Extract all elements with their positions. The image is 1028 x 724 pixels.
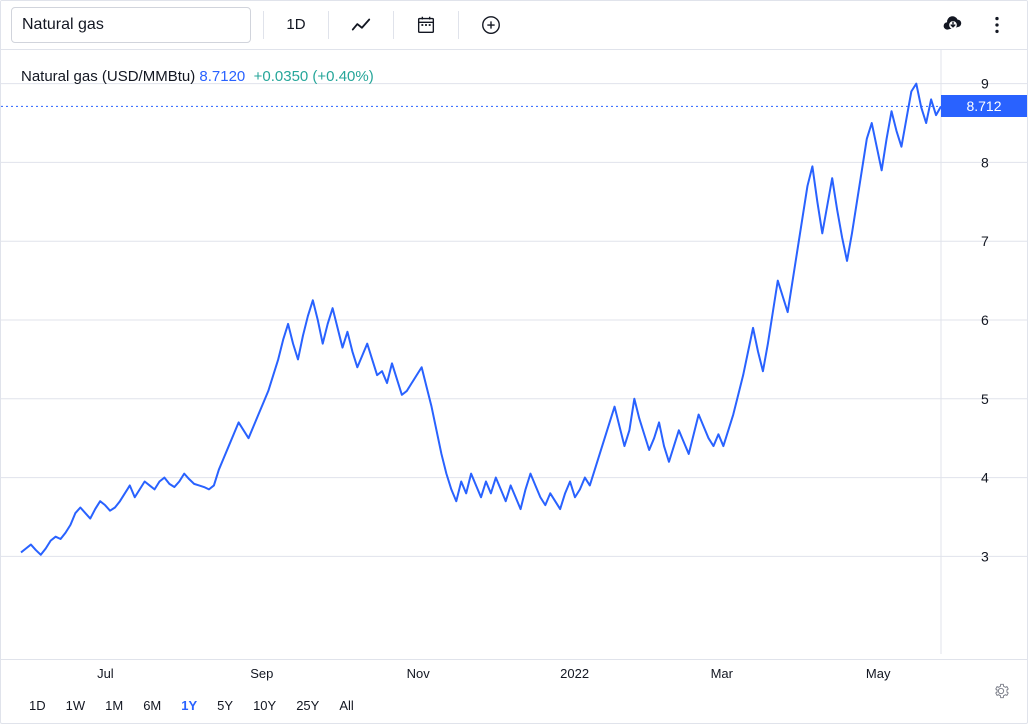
y-tick-label: 7 [981, 233, 989, 249]
range-all[interactable]: All [331, 694, 361, 717]
interval-button[interactable]: 1D [276, 7, 316, 43]
interval-label: 1D [286, 16, 305, 33]
line-chart-icon [350, 14, 372, 36]
y-tick-label: 9 [981, 76, 989, 92]
chart-style-button[interactable] [341, 7, 381, 43]
x-tick-label: Nov [407, 666, 430, 681]
range-6m[interactable]: 6M [135, 694, 169, 717]
dots-vertical-icon [986, 14, 1008, 36]
x-tick-label: 2022 [560, 666, 589, 681]
chart-widget: 1D Natural gas (USD/MMBtu) 8.7120 +0.035… [0, 0, 1028, 724]
y-tick-label: 6 [981, 312, 989, 328]
legend-instrument: Natural gas (USD/MMBtu) [21, 68, 195, 85]
date-range-button[interactable] [406, 7, 446, 43]
x-axis-ticks: Jul Sep Nov 2022 Mar May [21, 666, 1007, 690]
plus-circle-icon [480, 14, 502, 36]
footer: Jul Sep Nov 2022 Mar May 1D1W1M6M1Y5Y10Y25YAl… [1, 659, 1027, 723]
range-1w[interactable]: 1W [58, 694, 94, 717]
range-1m[interactable]: 1M [97, 694, 131, 717]
range-25y[interactable]: 25Y [288, 694, 327, 717]
settings-button[interactable] [987, 677, 1015, 705]
range-10y[interactable]: 10Y [245, 694, 284, 717]
chart-body[interactable]: Natural gas (USD/MMBtu) 8.7120 +0.0350 (… [1, 50, 1027, 659]
separator [458, 11, 459, 39]
range-1y[interactable]: 1Y [173, 694, 205, 717]
price-line [21, 84, 941, 555]
range-1d[interactable]: 1D [21, 694, 54, 717]
x-tick-label: Jul [97, 666, 114, 681]
y-tick-label: 4 [981, 470, 989, 486]
x-tick-label: Mar [711, 666, 733, 681]
price-badge: 8.712 [941, 95, 1027, 117]
y-tick-label: 5 [981, 391, 989, 407]
gear-icon [993, 681, 1009, 701]
cloud-download-icon [942, 14, 964, 36]
x-tick-label: Sep [250, 666, 273, 681]
download-button[interactable] [933, 7, 973, 43]
range-selector: 1D1W1M6M1Y5Y10Y25YAll [21, 694, 1007, 717]
calendar-icon [415, 14, 437, 36]
more-menu-button[interactable] [977, 7, 1017, 43]
range-5y[interactable]: 5Y [209, 694, 241, 717]
x-tick-label: May [866, 666, 891, 681]
symbol-input[interactable] [11, 7, 251, 43]
legend: Natural gas (USD/MMBtu) 8.7120 +0.0350 (… [21, 68, 374, 85]
chart-svg: 3 4 5 6 7 8 9 [1, 50, 1027, 654]
separator [393, 11, 394, 39]
y-tick-label: 8 [981, 154, 989, 170]
legend-price: 8.7120 [199, 68, 245, 85]
separator [263, 11, 264, 39]
separator [328, 11, 329, 39]
toolbar: 1D [1, 1, 1027, 50]
legend-change: +0.0350 (+0.40%) [254, 68, 374, 85]
y-tick-label: 3 [981, 548, 989, 564]
compare-button[interactable] [471, 7, 511, 43]
